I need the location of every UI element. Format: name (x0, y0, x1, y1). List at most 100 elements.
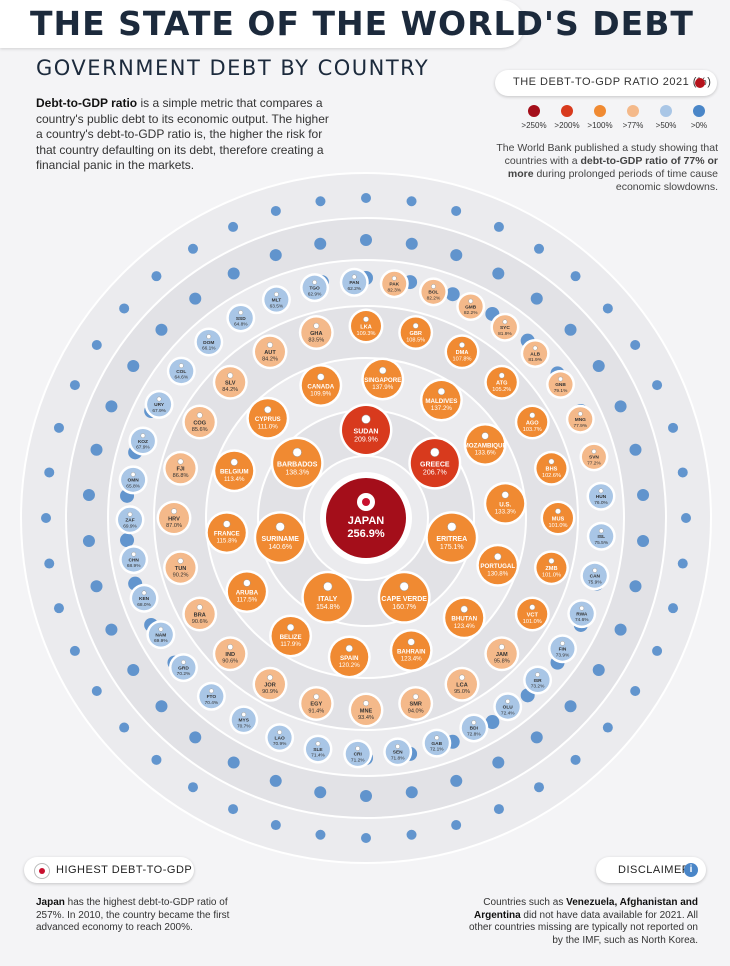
country-value-label: 91.4% (308, 708, 324, 714)
flag-icon (264, 406, 272, 414)
country-bubble (424, 731, 449, 756)
outer-country-dot (360, 234, 372, 246)
outer-country-dot (534, 782, 545, 793)
outer-country-dot (451, 820, 462, 831)
page-subtitle: GOVERNMENT DEBT BY COUNTRY (36, 56, 430, 80)
outer-country-dot (82, 534, 95, 547)
outer-country-dot (530, 731, 543, 744)
country-value-label: 70.4% (205, 700, 219, 706)
flag-icon (177, 557, 184, 564)
flag-icon (158, 626, 164, 632)
country-value-label: 137.9% (372, 384, 393, 391)
legend-title: THE DEBT-TO-GDP RATIO 2021 (%) (513, 76, 712, 88)
flag-icon (434, 735, 440, 741)
country-code-label: OLU (503, 705, 514, 711)
flag-icon (505, 698, 511, 704)
outer-country-dot (155, 700, 168, 713)
country-value-label: 71.4% (311, 753, 325, 759)
legend-swatch (660, 105, 672, 117)
country-code-label: OMN (128, 478, 140, 484)
country-value-label: 68.9% (127, 563, 141, 569)
flag-icon (447, 522, 457, 532)
country-value-label: 113.4% (224, 476, 245, 483)
country-bubble (486, 638, 517, 669)
country-bubble (264, 287, 289, 312)
country-bubble (536, 552, 567, 583)
country-code-label: SUDAN (354, 429, 379, 436)
flag-icon (395, 744, 401, 749)
outer-country-dot (189, 731, 202, 744)
country-value-label: 154.8% (316, 604, 340, 611)
country-value-label: 101.0% (549, 523, 568, 529)
flag-icon (178, 363, 184, 369)
country-code-label: DMA (456, 350, 469, 356)
outer-country-dot (492, 756, 505, 769)
flag-icon (494, 553, 502, 561)
legend-swatch (627, 105, 639, 117)
outer-country-dot (227, 756, 240, 769)
flag-icon (127, 511, 133, 517)
country-bubble (345, 741, 370, 766)
country-value-label: 93.4% (358, 715, 374, 721)
flag-icon (399, 581, 409, 592)
country-bubble (385, 739, 410, 764)
legend-label: >77% (622, 121, 644, 130)
flag-icon (548, 458, 555, 465)
country-value-label: 109.9% (310, 391, 331, 398)
outer-country-dot (570, 754, 581, 765)
country-code-label: MOZAMBIQUE (464, 442, 507, 449)
outer-country-dot (602, 722, 613, 733)
country-code-label: MNG (575, 417, 586, 423)
outer-country-dot (361, 833, 371, 843)
country-bubble (330, 637, 369, 676)
country-code-label: IND (225, 652, 235, 658)
country-value-label: 73.2% (531, 684, 545, 690)
flag-icon (315, 741, 321, 747)
flag-icon (227, 644, 234, 650)
outer-country-dot (228, 804, 239, 815)
center-bubble (326, 478, 406, 558)
outer-country-dot (315, 196, 326, 207)
outer-country-dot (119, 303, 130, 314)
country-code-label: GNB (555, 382, 566, 388)
flag-icon (558, 376, 563, 382)
country-bubble (231, 707, 256, 732)
flag-icon (501, 491, 509, 499)
country-value-label: 103.7% (523, 427, 542, 433)
country-bubble (427, 513, 476, 562)
country-code-label: KEN (139, 596, 150, 602)
country-code-label: URY (154, 402, 165, 408)
country-value-label: 81.9% (528, 357, 542, 363)
flag-icon (286, 623, 295, 632)
outer-country-dot (228, 221, 239, 232)
country-code-label: PORTUGAL (480, 563, 515, 570)
outer-country-dot (82, 489, 95, 502)
country-value-label: 67.9% (152, 408, 166, 414)
country-code-label: ITALY (318, 596, 337, 603)
country-code-label: ZAF (125, 518, 134, 524)
outer-country-dot (41, 513, 51, 523)
country-bubble (380, 573, 429, 622)
flag-icon (196, 604, 203, 611)
country-value-label: 101.0% (542, 573, 561, 579)
country-value-label: 72.1% (430, 747, 444, 753)
country-code-label: COL (176, 369, 186, 375)
country-code-label: BELIZE (280, 634, 302, 641)
country-bubble (410, 439, 459, 488)
country-value-label: 75.5% (594, 540, 608, 546)
outer-country-dot (91, 339, 102, 350)
country-bubble (523, 341, 548, 366)
flag-icon (468, 298, 474, 304)
country-code-label: FJI (176, 467, 185, 473)
country-code-label: TUN (175, 566, 187, 572)
flag-icon (598, 528, 604, 534)
country-bubble (302, 275, 327, 300)
flag-icon (273, 291, 279, 297)
country-value-label: 77.2% (587, 460, 601, 466)
highest-debt-text: Japan has the highest debt-to-GDP ratio … (36, 897, 236, 935)
country-value-label: 63.5% (270, 303, 284, 309)
country-value-label: 90.9% (262, 689, 278, 695)
flag-icon (430, 447, 440, 457)
legend-dot-icon (695, 78, 705, 88)
country-code-label: LCA (456, 683, 468, 689)
